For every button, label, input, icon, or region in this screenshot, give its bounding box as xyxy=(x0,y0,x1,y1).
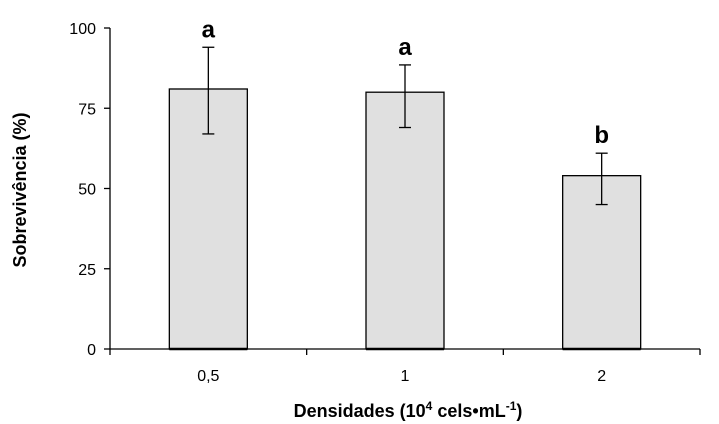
x-tick-label: 0,5 xyxy=(197,368,219,385)
bar xyxy=(365,91,445,350)
y-tick-label: 50 xyxy=(78,182,96,199)
significance-label: a xyxy=(202,16,216,43)
y-tick-label: 75 xyxy=(78,101,96,118)
x-tick-label: 1 xyxy=(401,368,410,385)
x-axis-title-middle: cels•mL xyxy=(432,401,505,421)
x-tick-label: 2 xyxy=(597,368,606,385)
x-axis-title-prefix: Densidades (10 xyxy=(294,401,426,421)
y-axis-title: Sobrevivência (%) xyxy=(10,112,30,267)
y-tick-label: 100 xyxy=(69,21,96,38)
error-bars xyxy=(202,46,608,206)
y-tick-label: 0 xyxy=(87,342,96,359)
significance-labels: a a b xyxy=(202,16,609,149)
y-ticks: 0 25 50 75 100 xyxy=(69,21,110,359)
significance-label: b xyxy=(594,122,609,149)
x-axis-title-superscript-1: 4 xyxy=(426,399,433,413)
x-axis-title-suffix: ) xyxy=(516,401,522,421)
x-ticks: 0,5 1 2 xyxy=(109,349,701,385)
significance-label: a xyxy=(398,34,412,61)
y-tick-label: 25 xyxy=(78,262,96,279)
x-axis-title: Densidades (104 cels•mL-1) xyxy=(294,399,523,421)
x-axis-title-superscript-2: -1 xyxy=(506,399,517,413)
